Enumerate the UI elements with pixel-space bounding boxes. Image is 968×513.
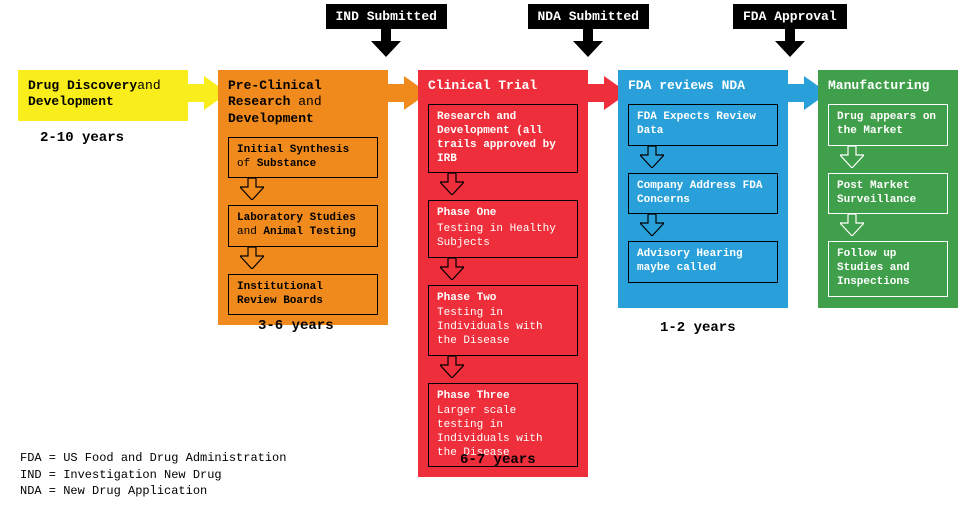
- arrow-down-outline-icon: [640, 214, 664, 236]
- arrow-down-outline-icon: [840, 146, 864, 168]
- stage-subbox: Follow up Studies and Inspections: [828, 241, 948, 296]
- stage-subbox: Phase TwoTesting in Individuals with the…: [428, 285, 578, 356]
- arrow-down-icon: [573, 29, 603, 57]
- duration-label: 1-2 years: [660, 320, 736, 336]
- stage-title: FDA reviews NDA: [618, 70, 788, 104]
- milestone-nda: NDA Submitted: [528, 4, 649, 57]
- milestone-label: IND Submitted: [326, 4, 447, 29]
- stage-title: Drug Discoveryand Development: [18, 70, 188, 121]
- milestone-label: NDA Submitted: [528, 4, 649, 29]
- arrow-down-icon: [775, 29, 805, 57]
- legend-line: NDA = New Drug Application: [20, 483, 286, 499]
- stage-subbox: Drug appears on the Market: [828, 104, 948, 146]
- duration-label: 6-7 years: [460, 452, 536, 468]
- milestone-fda-approval: FDA Approval: [733, 4, 847, 57]
- stage-subbox: Post Market Surveillance: [828, 173, 948, 215]
- milestone-label: FDA Approval: [733, 4, 847, 29]
- stage-manufacturing: ManufacturingDrug appears on the Market …: [818, 70, 958, 308]
- legend-line: FDA = US Food and Drug Administration: [20, 450, 286, 466]
- arrow-down-outline-icon: [440, 356, 464, 378]
- arrow-down-outline-icon: [440, 258, 464, 280]
- stage-subbox: Initial Synthesis of Substance: [228, 137, 378, 179]
- arrow-down-icon: [371, 29, 401, 57]
- stage-clinical: Clinical TrialResearch and Development (…: [418, 70, 588, 477]
- stage-subbox: Laboratory Studies and Animal Testing: [228, 205, 378, 247]
- duration-label: 3-6 years: [258, 318, 334, 334]
- legend-line: IND = Investigation New Drug: [20, 467, 286, 483]
- stage-subbox: Institutional Review Boards: [228, 274, 378, 316]
- stage-title: Manufacturing: [818, 70, 958, 104]
- arrow-down-outline-icon: [440, 173, 464, 195]
- stage-discovery: Drug Discoveryand Development: [18, 70, 188, 121]
- stage-subbox: Phase OneTesting in Healthy Subjects: [428, 200, 578, 257]
- arrow-down-outline-icon: [240, 178, 264, 200]
- milestone-ind: IND Submitted: [326, 4, 447, 57]
- stage-preclinical: Pre-Clinical Research and DevelopmentIni…: [218, 70, 388, 325]
- stage-subbox: FDA Expects Review Data: [628, 104, 778, 146]
- arrow-down-outline-icon: [840, 214, 864, 236]
- stage-fda: FDA reviews NDAFDA Expects Review Data C…: [618, 70, 788, 308]
- duration-label: 2-10 years: [40, 130, 124, 146]
- stage-title: Pre-Clinical Research and Development: [218, 70, 388, 137]
- stage-title: Clinical Trial: [418, 70, 588, 104]
- legend: FDA = US Food and Drug Administration IN…: [20, 450, 286, 499]
- stage-subbox: Advisory Hearing maybe called: [628, 241, 778, 283]
- stage-subbox: Research and Development (all trails app…: [428, 104, 578, 173]
- stage-subbox: Company Address FDA Concerns: [628, 173, 778, 215]
- arrow-down-outline-icon: [240, 247, 264, 269]
- arrow-down-outline-icon: [640, 146, 664, 168]
